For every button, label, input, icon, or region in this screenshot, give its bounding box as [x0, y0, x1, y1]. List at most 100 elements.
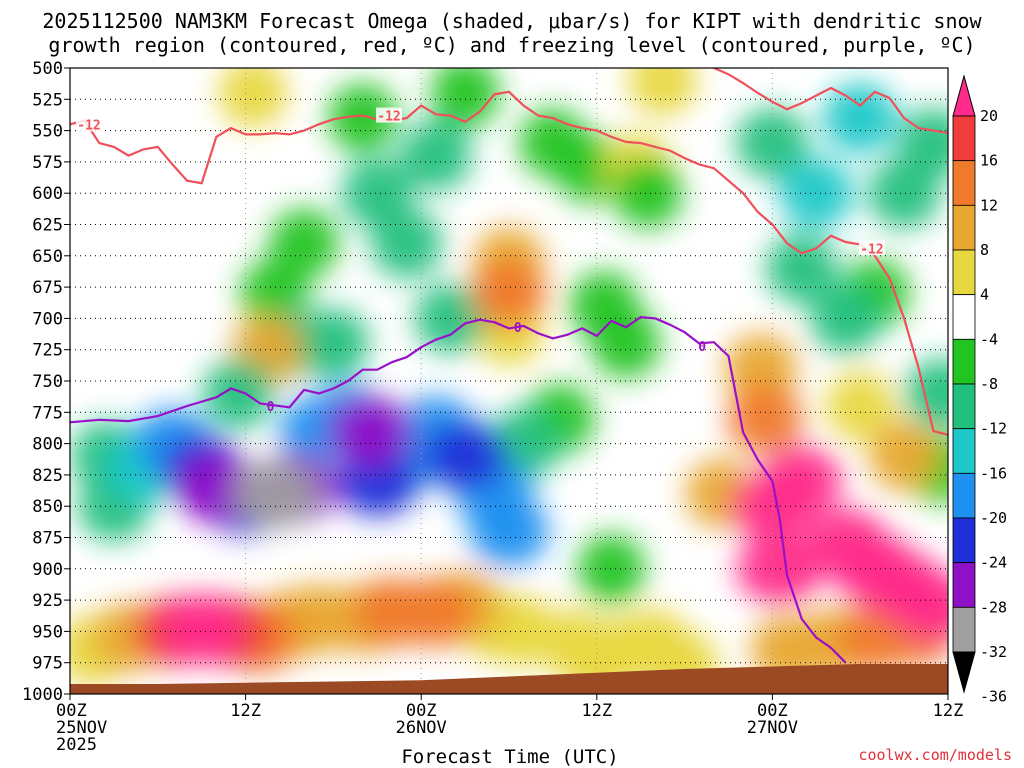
colorbar-label: -12 — [980, 420, 1007, 438]
omega-cell — [218, 68, 288, 129]
omega-cell — [424, 421, 507, 492]
y-tick-label: 900 — [32, 560, 63, 580]
x-tick-label: 12Z — [581, 701, 612, 721]
colorbar-segment — [952, 606, 976, 653]
colorbar-label: -36 — [980, 688, 1007, 706]
colorbar-segment — [952, 204, 976, 251]
omega-cell — [231, 458, 319, 529]
y-tick-label: 525 — [32, 90, 63, 110]
y-tick-label: 850 — [32, 497, 63, 517]
dgz-contour-label: -12 — [77, 118, 100, 133]
plot-area: -12 -12 -12 0 0 0 — [70, 68, 948, 694]
x-tick-label: 12Z — [230, 701, 261, 721]
contour-label-bg — [858, 240, 885, 256]
omega-cell — [867, 158, 941, 229]
dgz-contour-label: -12 — [377, 110, 400, 125]
colorbar-label: 20 — [980, 107, 998, 125]
omega-cell — [577, 533, 646, 604]
y-tick-label: 750 — [32, 372, 63, 392]
y-tick-label: 600 — [32, 184, 63, 204]
x-tick-label: 26NOV — [396, 718, 447, 738]
contour-label-bg — [76, 116, 103, 132]
colorbar-segment — [952, 472, 976, 519]
omega-cell — [736, 533, 824, 604]
y-tick-label: 625 — [32, 216, 63, 236]
x-tick-label: 12Z — [933, 701, 964, 721]
omega-cell — [569, 270, 639, 341]
chart-title-line-2: growth region (contoured, red, ºC) and f… — [48, 33, 975, 57]
y-tick-label: 700 — [32, 309, 63, 329]
colorbar-label: -32 — [980, 643, 1007, 661]
freezing-level-contour — [70, 315, 847, 664]
omega-cell — [831, 533, 919, 604]
colorbar-label: -4 — [980, 330, 998, 348]
y-tick-label: 725 — [32, 341, 63, 361]
colorbar-segment — [952, 115, 976, 162]
omega-cell — [727, 383, 803, 454]
colorbar-segment — [952, 517, 976, 564]
omega-shading — [70, 68, 948, 694]
omega-cell — [202, 358, 274, 429]
y-tick-label: 650 — [32, 247, 63, 267]
colorbar-top-arrow — [952, 74, 976, 117]
x-axis-label: Forecast Time (UTC) — [401, 746, 618, 768]
x-tick-label: 00Z — [56, 701, 87, 721]
y-tick-label: 1000 — [22, 685, 63, 705]
x-tick-label: 2025 — [56, 735, 97, 755]
dendritic-growth-contour — [70, 90, 948, 436]
omega-cell — [825, 370, 895, 442]
freezing-level-label: 0 — [514, 321, 522, 336]
contour-labels: -12 -12 -12 0 0 0 — [76, 107, 885, 415]
omega-cell — [161, 593, 242, 664]
omega-cell — [823, 83, 898, 154]
x-tick-label: 25NOV — [56, 718, 107, 738]
colorbar-label: -8 — [980, 375, 998, 393]
colorbar-label: 12 — [980, 196, 998, 214]
omega-cell — [430, 68, 500, 129]
freezing-level-label: 0 — [698, 340, 706, 355]
y-tick-label: 800 — [32, 435, 63, 455]
y-tick-label: 825 — [32, 466, 63, 486]
colorbar-segment — [952, 160, 976, 206]
colorbar-segment — [952, 562, 976, 608]
omega-cell — [328, 396, 412, 467]
x-tick-label: 00Z — [406, 701, 437, 721]
y-tick-label: 775 — [32, 403, 63, 423]
contour-label-bg — [376, 107, 403, 123]
omega-cell — [469, 496, 549, 567]
omega-cell — [905, 358, 948, 429]
colorbar-bottom-arrow — [952, 651, 976, 694]
omega-cell — [472, 258, 546, 329]
omega-cell — [400, 120, 472, 191]
y-tick-label: 950 — [32, 622, 63, 642]
y-tick-label: 675 — [32, 278, 63, 298]
freezing-level-label: 0 — [267, 400, 275, 415]
colorbar-label: -16 — [980, 464, 1007, 482]
terrain-surface — [70, 663, 948, 694]
y-tick-label: 575 — [32, 153, 63, 173]
y-tick-label: 925 — [32, 591, 63, 611]
omega-cell — [341, 158, 413, 229]
colorbar-label: 4 — [980, 286, 989, 304]
chart-title-line-1: 2025112500 NAM3KM Forecast Omega (shaded… — [42, 9, 982, 33]
omega-cell — [398, 577, 474, 648]
y-tick-label: 550 — [32, 122, 63, 142]
omega-cell — [868, 421, 940, 492]
colorbar-label: -24 — [980, 554, 1007, 572]
omega-cell — [766, 233, 838, 304]
colorbar-segment — [952, 249, 976, 296]
colorbar-label: 16 — [980, 152, 998, 170]
colorbar-segment — [952, 428, 976, 474]
y-tick-label: 500 — [32, 59, 63, 79]
dendritic-growth-upper-contour — [713, 68, 948, 135]
colorbar-segment — [952, 383, 976, 430]
x-tick-label: 27NOV — [747, 718, 798, 738]
colorbar-segment — [952, 294, 976, 340]
credit-text: coolwx.com/models — [858, 746, 1012, 764]
omega-cell — [328, 83, 398, 154]
y-tick-label: 875 — [32, 529, 63, 549]
omega-cell — [779, 158, 854, 229]
x-tick-label: 00Z — [757, 701, 788, 721]
y-tick-label: 975 — [32, 654, 63, 674]
